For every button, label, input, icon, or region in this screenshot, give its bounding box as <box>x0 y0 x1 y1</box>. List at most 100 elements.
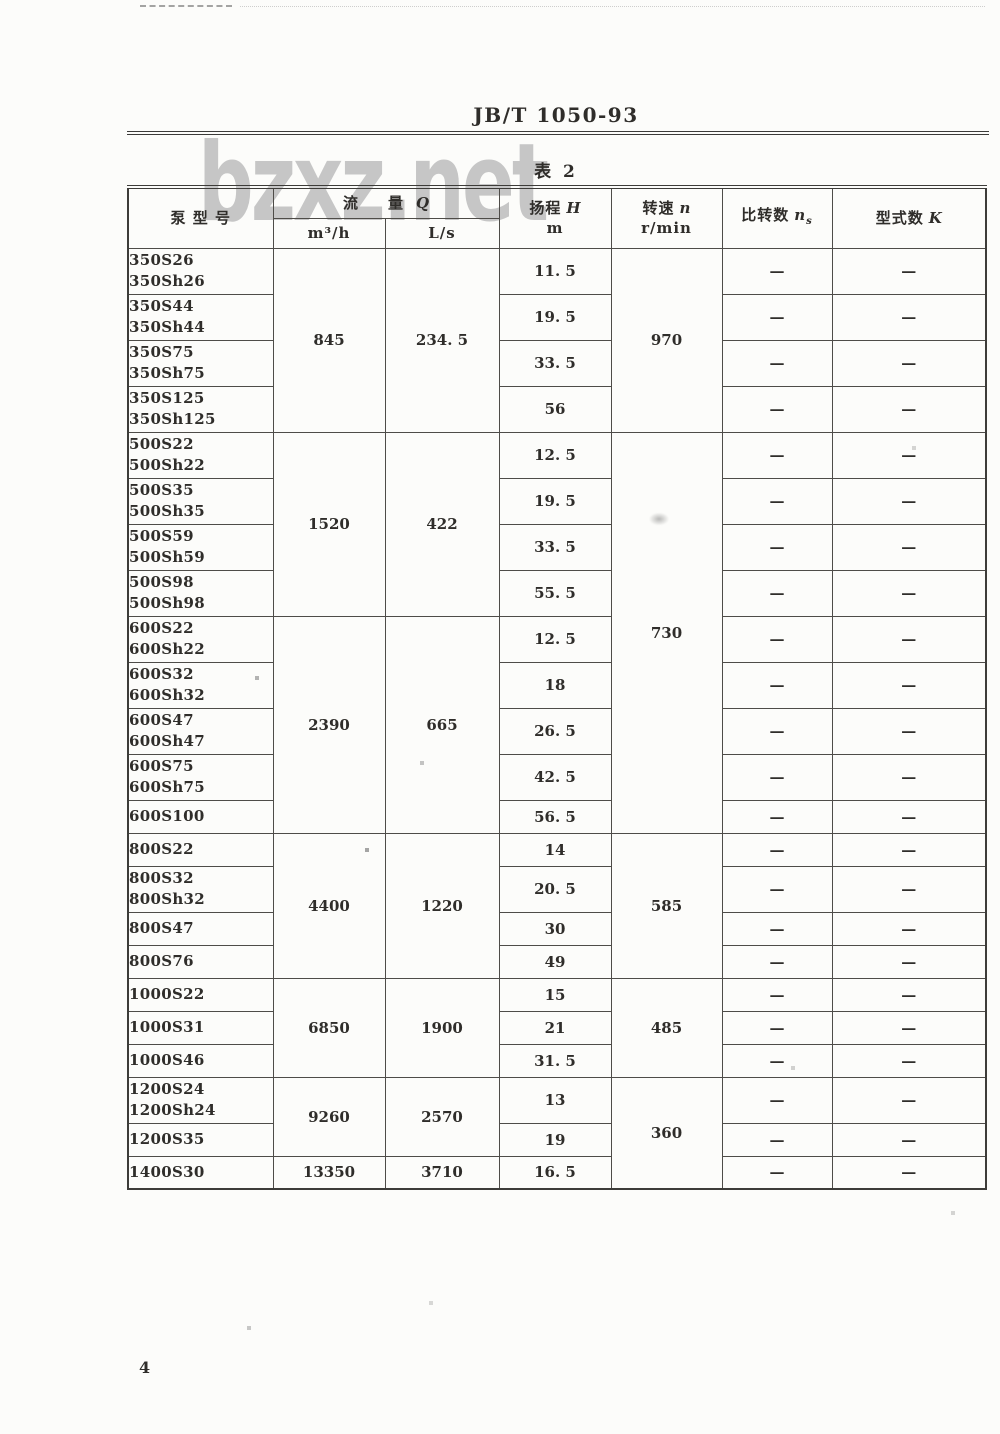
head-cell: 19. 5 <box>498 293 612 341</box>
model-cell: 500S59 500Sh59 <box>127 523 274 571</box>
type-number-dash-cell: — <box>831 799 987 834</box>
head-cell: 49 <box>498 944 612 979</box>
table-row: 1000S22 6850 1900 15 485— — <box>127 977 987 1078</box>
th-speed-symbol: n <box>679 199 691 218</box>
flow-ls-cell: 665 <box>384 615 500 834</box>
model-line: 500S98 <box>129 573 194 591</box>
flow-ls-cell: 3710 <box>384 1155 500 1190</box>
type-number-dash-cell: — <box>831 431 987 479</box>
table-row: 500S59 500Sh59 33. 5 — — <box>127 523 987 571</box>
scan-noise-dash <box>140 5 232 7</box>
model-cell: 350S75 350Sh75 <box>127 339 274 387</box>
model-line: 1200Sh24 <box>129 1101 216 1119</box>
specific-speed-dash-cell: — <box>721 1122 833 1157</box>
specific-speed-dash-cell: — <box>721 431 833 479</box>
model-cell: 1000S46 <box>127 1043 274 1078</box>
th-specific-speed-subscript: s <box>806 215 813 227</box>
table-row: 600S47 600Sh47 26. 5 — — <box>127 707 987 755</box>
specific-speed-dash-cell: — <box>721 569 833 617</box>
th-flow-symbol: Q <box>415 194 430 213</box>
table-caption: 表 2 <box>534 162 578 182</box>
head-cell: 33. 5 <box>498 523 612 571</box>
model-cell: 500S98 500Sh98 <box>127 569 274 617</box>
model-line: 350S26 <box>129 251 194 269</box>
scan-specks <box>0 0 2 2</box>
th-head-label: 扬程 <box>529 199 562 218</box>
model-cell: 500S22 500Sh22 <box>127 431 274 479</box>
flow-ls-cell: 422 <box>384 431 500 617</box>
type-number-dash-cell: — <box>831 1010 987 1045</box>
type-number-dash-cell: — <box>831 1155 987 1190</box>
table-row: 350S125 350Sh125 56 — — <box>127 385 987 433</box>
th-type-number-symbol: K <box>928 209 942 228</box>
specific-speed-dash-cell: — <box>721 293 833 341</box>
model-line: 1200S24 <box>129 1080 205 1098</box>
specific-speed-dash-cell: — <box>721 339 833 387</box>
type-number-dash-cell: — <box>831 293 987 341</box>
flow-m3h-cell: 13350 <box>272 1155 386 1190</box>
head-cell: 42. 5 <box>498 753 612 801</box>
flow-m3h-cell: 6850 <box>272 977 386 1078</box>
model-line: 1000S46 <box>129 1051 205 1069</box>
model-line: 600S100 <box>129 807 205 825</box>
speed-cell: 360 <box>610 1076 723 1190</box>
th-unit-m3h: m³/h <box>272 217 386 249</box>
head-cell: 19. 5 <box>498 477 612 525</box>
th-head: 扬程 H m <box>498 186 612 249</box>
model-line: 350Sh125 <box>129 410 216 428</box>
table-row: 500S22 500Sh22 1520 422 12. 5 730— — <box>127 431 987 834</box>
table-row: 1200S24 1200Sh24 9260 2570 13 360— — <box>127 1076 987 1190</box>
type-number-dash-cell: — <box>831 385 987 433</box>
specific-speed-dash-cell: — <box>721 832 833 867</box>
specific-speed-dash-cell: — <box>721 977 833 1012</box>
model-line: 500Sh59 <box>129 548 206 566</box>
table-row: 350S44 350Sh44 19. 5 — — <box>127 293 987 341</box>
model-cell: 1000S31 <box>127 1010 274 1045</box>
model-line: 350S125 <box>129 389 205 407</box>
type-number-dash-cell: — <box>831 1076 987 1124</box>
model-line: 350Sh26 <box>129 272 206 290</box>
flow-m3h-cell: 9260 <box>272 1076 386 1157</box>
type-number-dash-cell: — <box>831 911 987 946</box>
specific-speed-dash-cell: — <box>721 944 833 979</box>
speed-cell: 730 <box>610 431 723 834</box>
head-cell: 15 <box>498 977 612 1012</box>
specific-speed-dash-cell: — <box>721 1155 833 1190</box>
head-cell: 13 <box>498 1076 612 1124</box>
speed-cell: 970 <box>610 247 723 433</box>
head-cell: 31. 5 <box>498 1043 612 1078</box>
model-line: 500S22 <box>129 435 194 453</box>
th-flow-label: 流量 <box>342 194 433 213</box>
model-line: 350S75 <box>129 343 194 361</box>
model-line: 800S22 <box>129 840 194 858</box>
table-row: 600S75 600Sh75 42. 5 — — <box>127 753 987 801</box>
th-pump-model-label: 泵 型 号 <box>170 209 231 228</box>
model-line: 600S22 <box>129 619 194 637</box>
type-number-dash-cell: — <box>831 247 987 295</box>
flow-m3h-cell: 2390 <box>272 615 386 834</box>
table-row: 600S100 56. 5 — — <box>127 799 987 834</box>
table-row: 800S22 4400 1220 14 585— — <box>127 832 987 979</box>
page-number: 4 <box>139 1358 151 1377</box>
specific-speed-dash-cell: — <box>721 753 833 801</box>
table-row: 800S76 49 — — <box>127 944 987 979</box>
head-cell: 30 <box>498 911 612 946</box>
model-line: 800S32 <box>129 869 194 887</box>
model-line: 600S32 <box>129 665 194 683</box>
model-cell: 800S76 <box>127 944 274 979</box>
model-cell: 600S100 <box>127 799 274 834</box>
model-line: 500S35 <box>129 481 194 499</box>
flow-ls-cell: 234. 5 <box>384 247 500 433</box>
table-row: 500S35 500Sh35 19. 5 — — <box>127 477 987 525</box>
model-line: 1400S30 <box>129 1162 205 1181</box>
model-line: 1000S22 <box>129 985 205 1003</box>
type-number-dash-cell: — <box>831 1122 987 1157</box>
head-cell: 14 <box>498 832 612 867</box>
specific-speed-dash-cell: — <box>721 615 833 663</box>
th-pump-model: 泵 型 号 <box>127 186 274 249</box>
th-speed-unit: r/min <box>641 219 692 238</box>
th-type-number-label: 型式数 <box>875 209 924 228</box>
table-row: 1000S31 21 — — <box>127 1010 987 1045</box>
table-row: 1400S30 13350 3710 16. 5 — — <box>127 1155 987 1190</box>
flow-m3h-cell: 1520 <box>272 431 386 617</box>
